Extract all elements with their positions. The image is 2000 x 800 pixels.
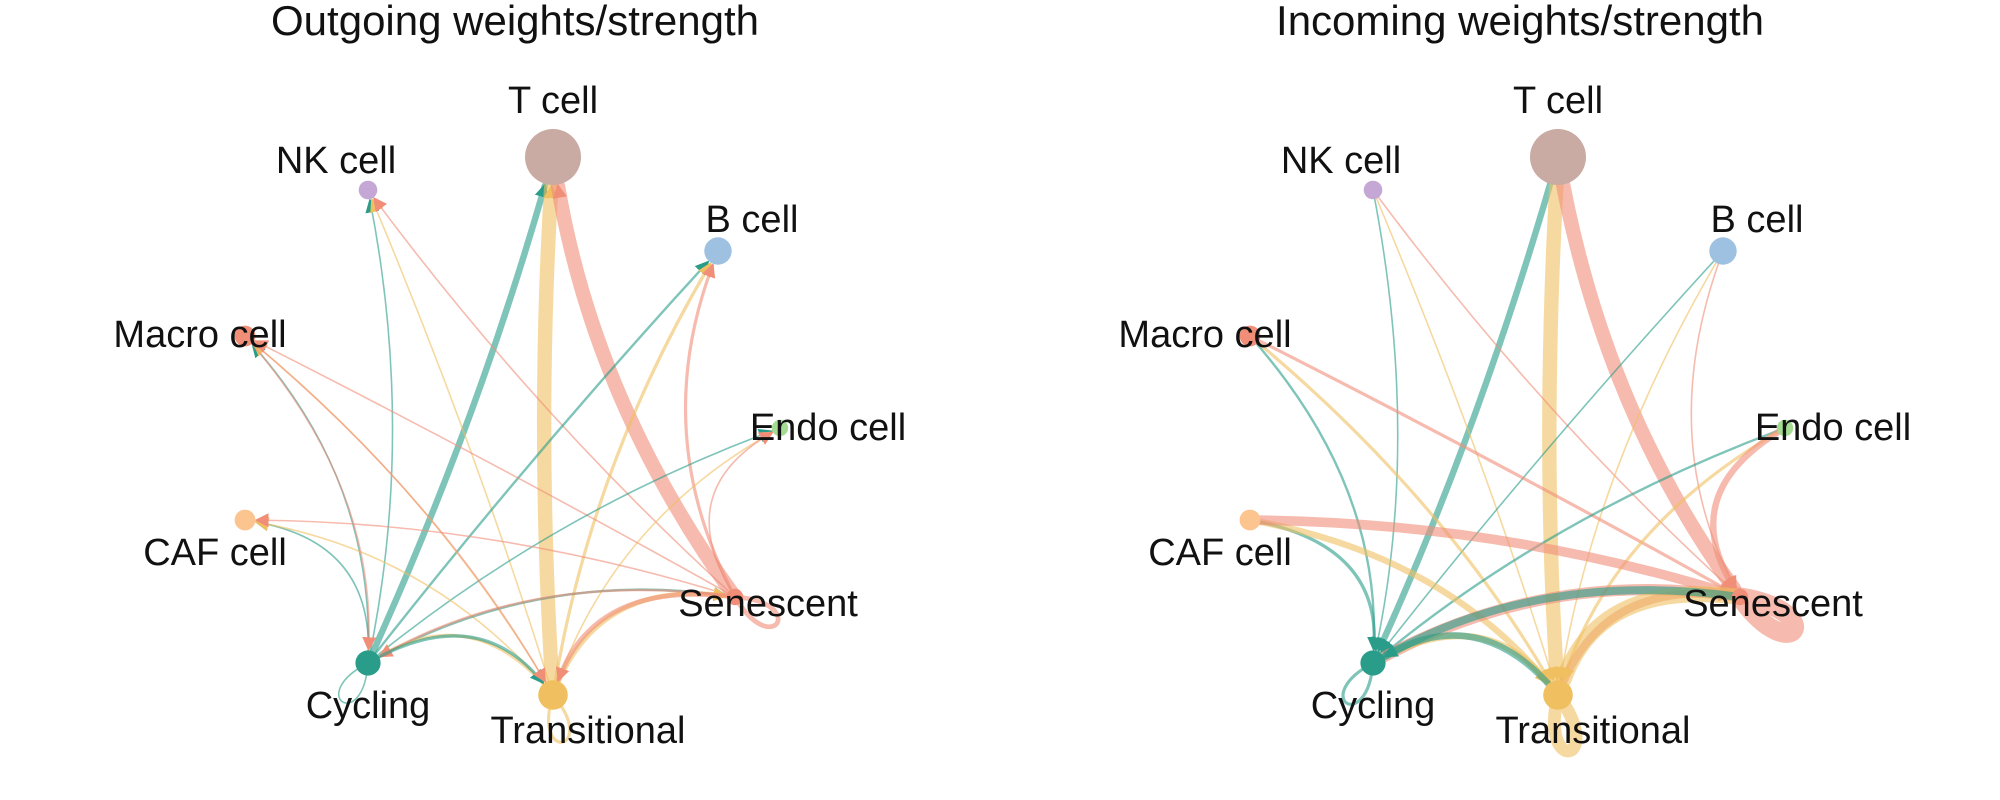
node-label-nk: NK cell	[276, 140, 396, 182]
node-label-tr: Transitional	[490, 710, 685, 752]
node-label-t: T cell	[1513, 80, 1603, 122]
edge-tr-to-nk	[370, 197, 554, 696]
edge-tr-to-tr	[547, 693, 572, 744]
edge-nk-to-s	[1372, 189, 1735, 593]
edge-nk-to-tr	[1372, 189, 1557, 682]
edge-s-to-cy	[1381, 586, 1744, 660]
node-c	[1239, 509, 1261, 531]
edge-t-to-cy	[1375, 153, 1562, 653]
node-layer	[234, 129, 789, 710]
node-e	[771, 419, 789, 437]
edge-cy-to-cy	[1341, 661, 1375, 706]
edge-m-to-cy	[244, 335, 377, 652]
edge-c-to-s	[1245, 515, 1736, 599]
node-s	[1731, 588, 1749, 606]
edge-m-to-s	[1248, 334, 1734, 594]
edge-e-to-tr	[1560, 426, 1787, 682]
edge-s-to-s	[732, 594, 781, 630]
node-m	[234, 325, 256, 347]
edge-cy-to-cy	[337, 662, 369, 704]
edge-cy-to-tr	[366, 634, 545, 685]
node-label-e: Endo cell	[1755, 407, 1911, 449]
node-layer	[1239, 129, 1794, 710]
node-label-m: Macro cell	[113, 314, 286, 356]
label-layer: T cell NK cell B cell Macro cell Endo cell CA…	[1118, 80, 1911, 752]
edge-layer	[1245, 149, 1804, 758]
node-label-c: CAF cell	[1148, 532, 1292, 574]
edge-e-to-s	[1710, 424, 1789, 592]
edge-s-to-e	[708, 431, 774, 598]
node-s	[726, 588, 744, 606]
node-c	[234, 509, 256, 531]
node-t	[525, 129, 581, 185]
node-label-c: CAF cell	[143, 532, 287, 574]
node-label-e: Endo cell	[750, 407, 906, 449]
node-label-t: T cell	[508, 80, 598, 122]
edge-m-to-cy	[1248, 334, 1382, 652]
edge-cy-to-b	[366, 260, 710, 665]
node-m	[1239, 325, 1261, 347]
node-label-cy: Cycling	[1311, 685, 1436, 727]
edge-nk-to-cy	[1371, 189, 1399, 652]
edge-b-to-tr	[1555, 250, 1724, 682]
node-label-nk: NK cell	[1281, 140, 1401, 182]
edge-s-to-t	[550, 179, 743, 605]
node-label-cy: Cycling	[306, 685, 431, 727]
node-nk	[1363, 180, 1383, 200]
node-nk	[358, 180, 378, 200]
edge-layer	[244, 179, 781, 744]
node-cy	[355, 650, 381, 676]
edge-t-to-tr	[1542, 149, 1566, 686]
label-layer: T cell NK cell B cell Macro cell Endo cell CA…	[113, 80, 906, 752]
edge-tr-to-c	[254, 517, 554, 696]
node-label-b: B cell	[706, 199, 799, 241]
node-cy	[1360, 650, 1386, 676]
edge-s-to-cy	[378, 588, 737, 658]
node-label-s: Senescent	[678, 583, 858, 625]
edge-s-to-nk	[373, 196, 736, 598]
edge-s-to-tr	[556, 591, 738, 682]
node-tr	[538, 680, 568, 710]
panel-title-outgoing: Outgoing weights/strength	[271, 0, 759, 44]
panel-outgoing: Outgoing weights/strength T cell NK cell B…	[113, 0, 906, 752]
node-label-tr: Transitional	[1495, 710, 1690, 752]
edge-s-to-c	[254, 513, 736, 598]
edge-m-to-tr	[1248, 334, 1552, 683]
edge-s-to-m	[253, 340, 736, 598]
panel-incoming: Incoming weights/strength T cell NK cell B…	[1118, 0, 1911, 758]
edge-cy-to-nk	[365, 198, 394, 664]
node-label-m: Macro cell	[1118, 314, 1291, 356]
node-label-b: B cell	[1711, 199, 1804, 241]
edge-tr-to-tr	[1548, 688, 1583, 758]
edge-cy-to-c	[254, 517, 370, 664]
panel-title-incoming: Incoming weights/strength	[1276, 0, 1764, 44]
edge-c-to-tr	[1246, 516, 1551, 686]
node-tr	[1543, 680, 1573, 710]
edge-tr-to-b	[551, 262, 712, 697]
edge-tr-to-t	[536, 179, 561, 703]
edge-e-to-cy	[1382, 426, 1787, 656]
node-e	[1776, 419, 1794, 437]
edge-s-to-s	[1730, 587, 1804, 643]
node-b	[704, 237, 732, 265]
node-t	[1530, 129, 1586, 185]
edge-cy-to-t	[364, 182, 549, 667]
edge-m-to-tr	[244, 335, 546, 683]
node-label-s: Senescent	[1683, 583, 1863, 625]
edge-cy-to-e	[367, 428, 774, 664]
edge-b-to-cy	[1380, 250, 1724, 654]
node-b	[1709, 237, 1737, 265]
edge-t-to-s	[1550, 149, 1742, 596]
